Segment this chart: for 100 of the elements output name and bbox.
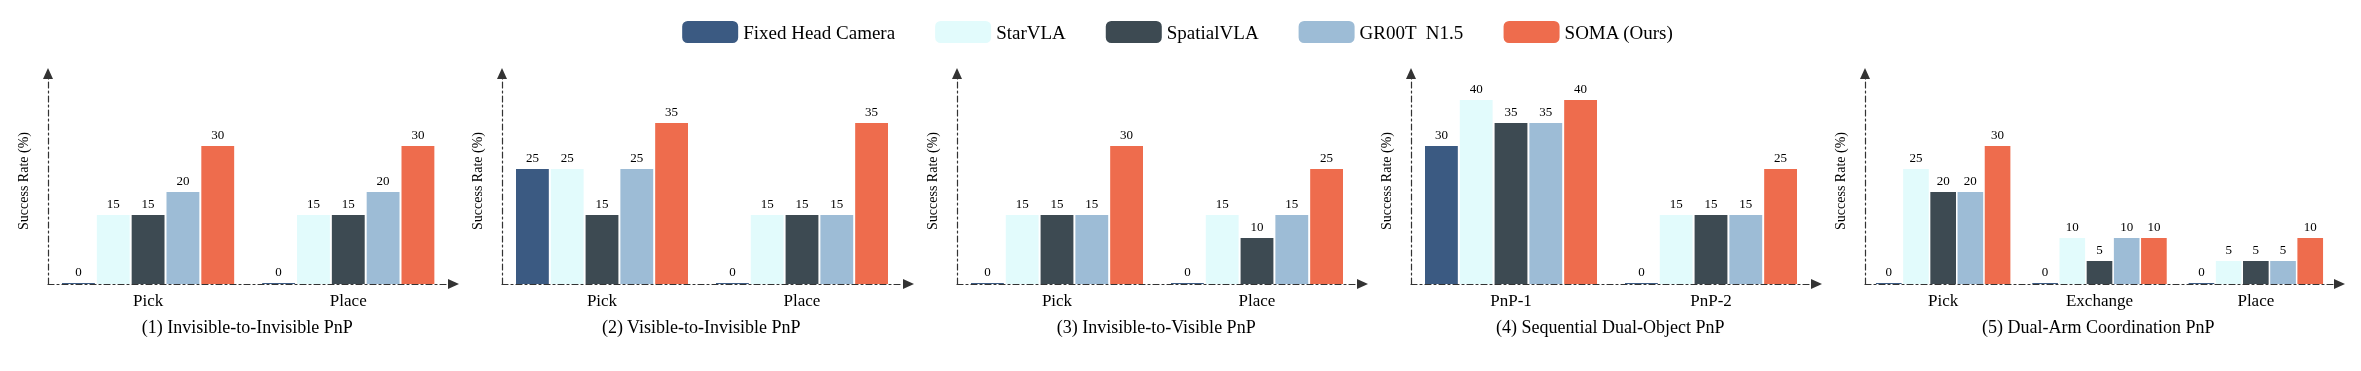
data-label: 5 (2096, 242, 2104, 258)
data-label: 15 (1050, 196, 1064, 212)
data-label: 40 (1469, 81, 1483, 97)
data-label: 0 (983, 264, 991, 279)
data-label: 15 (1215, 196, 1229, 212)
bar (1958, 192, 1984, 284)
data-label: 0 (275, 264, 282, 279)
x-tick-label: Place (1238, 291, 1276, 310)
bar (2297, 238, 2324, 284)
data-label: 15 (595, 196, 609, 212)
data-label: 15 (1669, 196, 1683, 212)
bar (1694, 215, 1728, 284)
bar (1205, 215, 1239, 284)
data-label: 15 (1085, 196, 1099, 212)
data-label: 15 (761, 196, 775, 212)
bar (201, 146, 235, 284)
bar (1729, 215, 1763, 284)
data-label: 0 (2198, 264, 2206, 279)
data-label: 15 (795, 196, 809, 212)
bar (331, 215, 365, 284)
x-tick-label: PnP-2 (1690, 291, 1732, 310)
data-label: 30 (1435, 127, 1449, 143)
bar (855, 123, 889, 284)
legend-label: Fixed Head Camera (743, 21, 896, 43)
bar (551, 169, 584, 284)
bar (1494, 123, 1528, 284)
data-label: 5 (2280, 242, 2287, 258)
y-axis-title: Success Rate (%) (924, 131, 941, 230)
bar (1529, 123, 1563, 284)
data-label: 15 (141, 196, 155, 212)
data-label: 30 (211, 127, 225, 143)
data-label: 25 (561, 150, 575, 166)
bar (1985, 146, 2011, 284)
bar (585, 215, 619, 284)
bar (1109, 146, 1143, 284)
bar (2141, 238, 2168, 284)
x-axis-title: (3) Invisible-to-Visible PnP (1056, 317, 1256, 338)
x-tick-label: Exchange (2066, 291, 2134, 310)
data-label: 15 (306, 196, 320, 212)
data-label: 0 (1638, 264, 1645, 279)
data-label: 10 (2304, 219, 2318, 235)
data-label: 25 (1774, 150, 1788, 166)
y-axis-title: Success Rate (%) (15, 131, 32, 230)
x-tick-label: Pick (587, 291, 618, 310)
x-tick-label: Pick (1928, 291, 1960, 310)
data-label: 10 (2147, 219, 2161, 235)
bar (2270, 261, 2297, 284)
data-label: 0 (1183, 264, 1191, 279)
data-label: 15 (341, 196, 355, 212)
legend-label: GR00T N1.5 (1359, 21, 1464, 43)
bar (1425, 146, 1458, 284)
bar (1005, 215, 1039, 284)
bar (1659, 215, 1693, 284)
data-label: 35 (665, 104, 679, 120)
bar (751, 215, 784, 284)
bar (297, 215, 330, 284)
data-label: 35 (1504, 104, 1518, 120)
data-label: 5 (2225, 242, 2233, 258)
bar (1903, 169, 1930, 284)
x-axis-title: (1) Invisible-to-Invisible PnP (141, 317, 353, 338)
x-tick-label: Place (783, 291, 821, 310)
data-label: 25 (526, 150, 540, 166)
data-label: 0 (729, 264, 737, 279)
data-label: 15 (1704, 196, 1718, 212)
x-axis-title: (2) Visible-to-Invisible PnP (602, 317, 801, 338)
data-label: 30 (1119, 127, 1133, 143)
legend-label: SOMA (Ours) (1564, 21, 1673, 44)
data-label: 20 (176, 173, 190, 189)
data-label: 35 (1539, 104, 1553, 120)
bar (2059, 238, 2086, 284)
bar (1240, 238, 1274, 284)
bar (1040, 215, 1074, 284)
bar (2087, 261, 2113, 284)
bar (2243, 261, 2270, 284)
data-label: 25 (1909, 150, 1923, 166)
data-label: 15 (106, 196, 120, 212)
bar (166, 192, 200, 284)
data-label: 30 (411, 127, 425, 143)
data-label: 20 (376, 173, 390, 189)
data-label: 15 (1285, 196, 1299, 212)
data-label: 0 (2042, 264, 2049, 279)
data-label: 15 (1739, 196, 1753, 212)
data-label: 5 (2253, 242, 2260, 258)
bar (2216, 261, 2242, 284)
data-label: 10 (2066, 219, 2080, 235)
bar (366, 192, 400, 284)
x-tick-label: Place (2237, 291, 2275, 310)
bar (820, 215, 854, 284)
bar (620, 169, 654, 284)
bar (131, 215, 165, 284)
data-label: 30 (1991, 127, 2005, 143)
data-label: 40 (1574, 81, 1588, 97)
y-axis-title: Success Rate (%) (1378, 131, 1395, 230)
bar (1275, 215, 1308, 284)
bar (785, 215, 819, 284)
data-label: 0 (1885, 264, 1893, 279)
bar (516, 169, 550, 284)
bar (1309, 169, 1343, 284)
x-tick-label: Pick (1041, 291, 1073, 310)
y-axis-title: Success Rate (%) (1832, 131, 1849, 230)
